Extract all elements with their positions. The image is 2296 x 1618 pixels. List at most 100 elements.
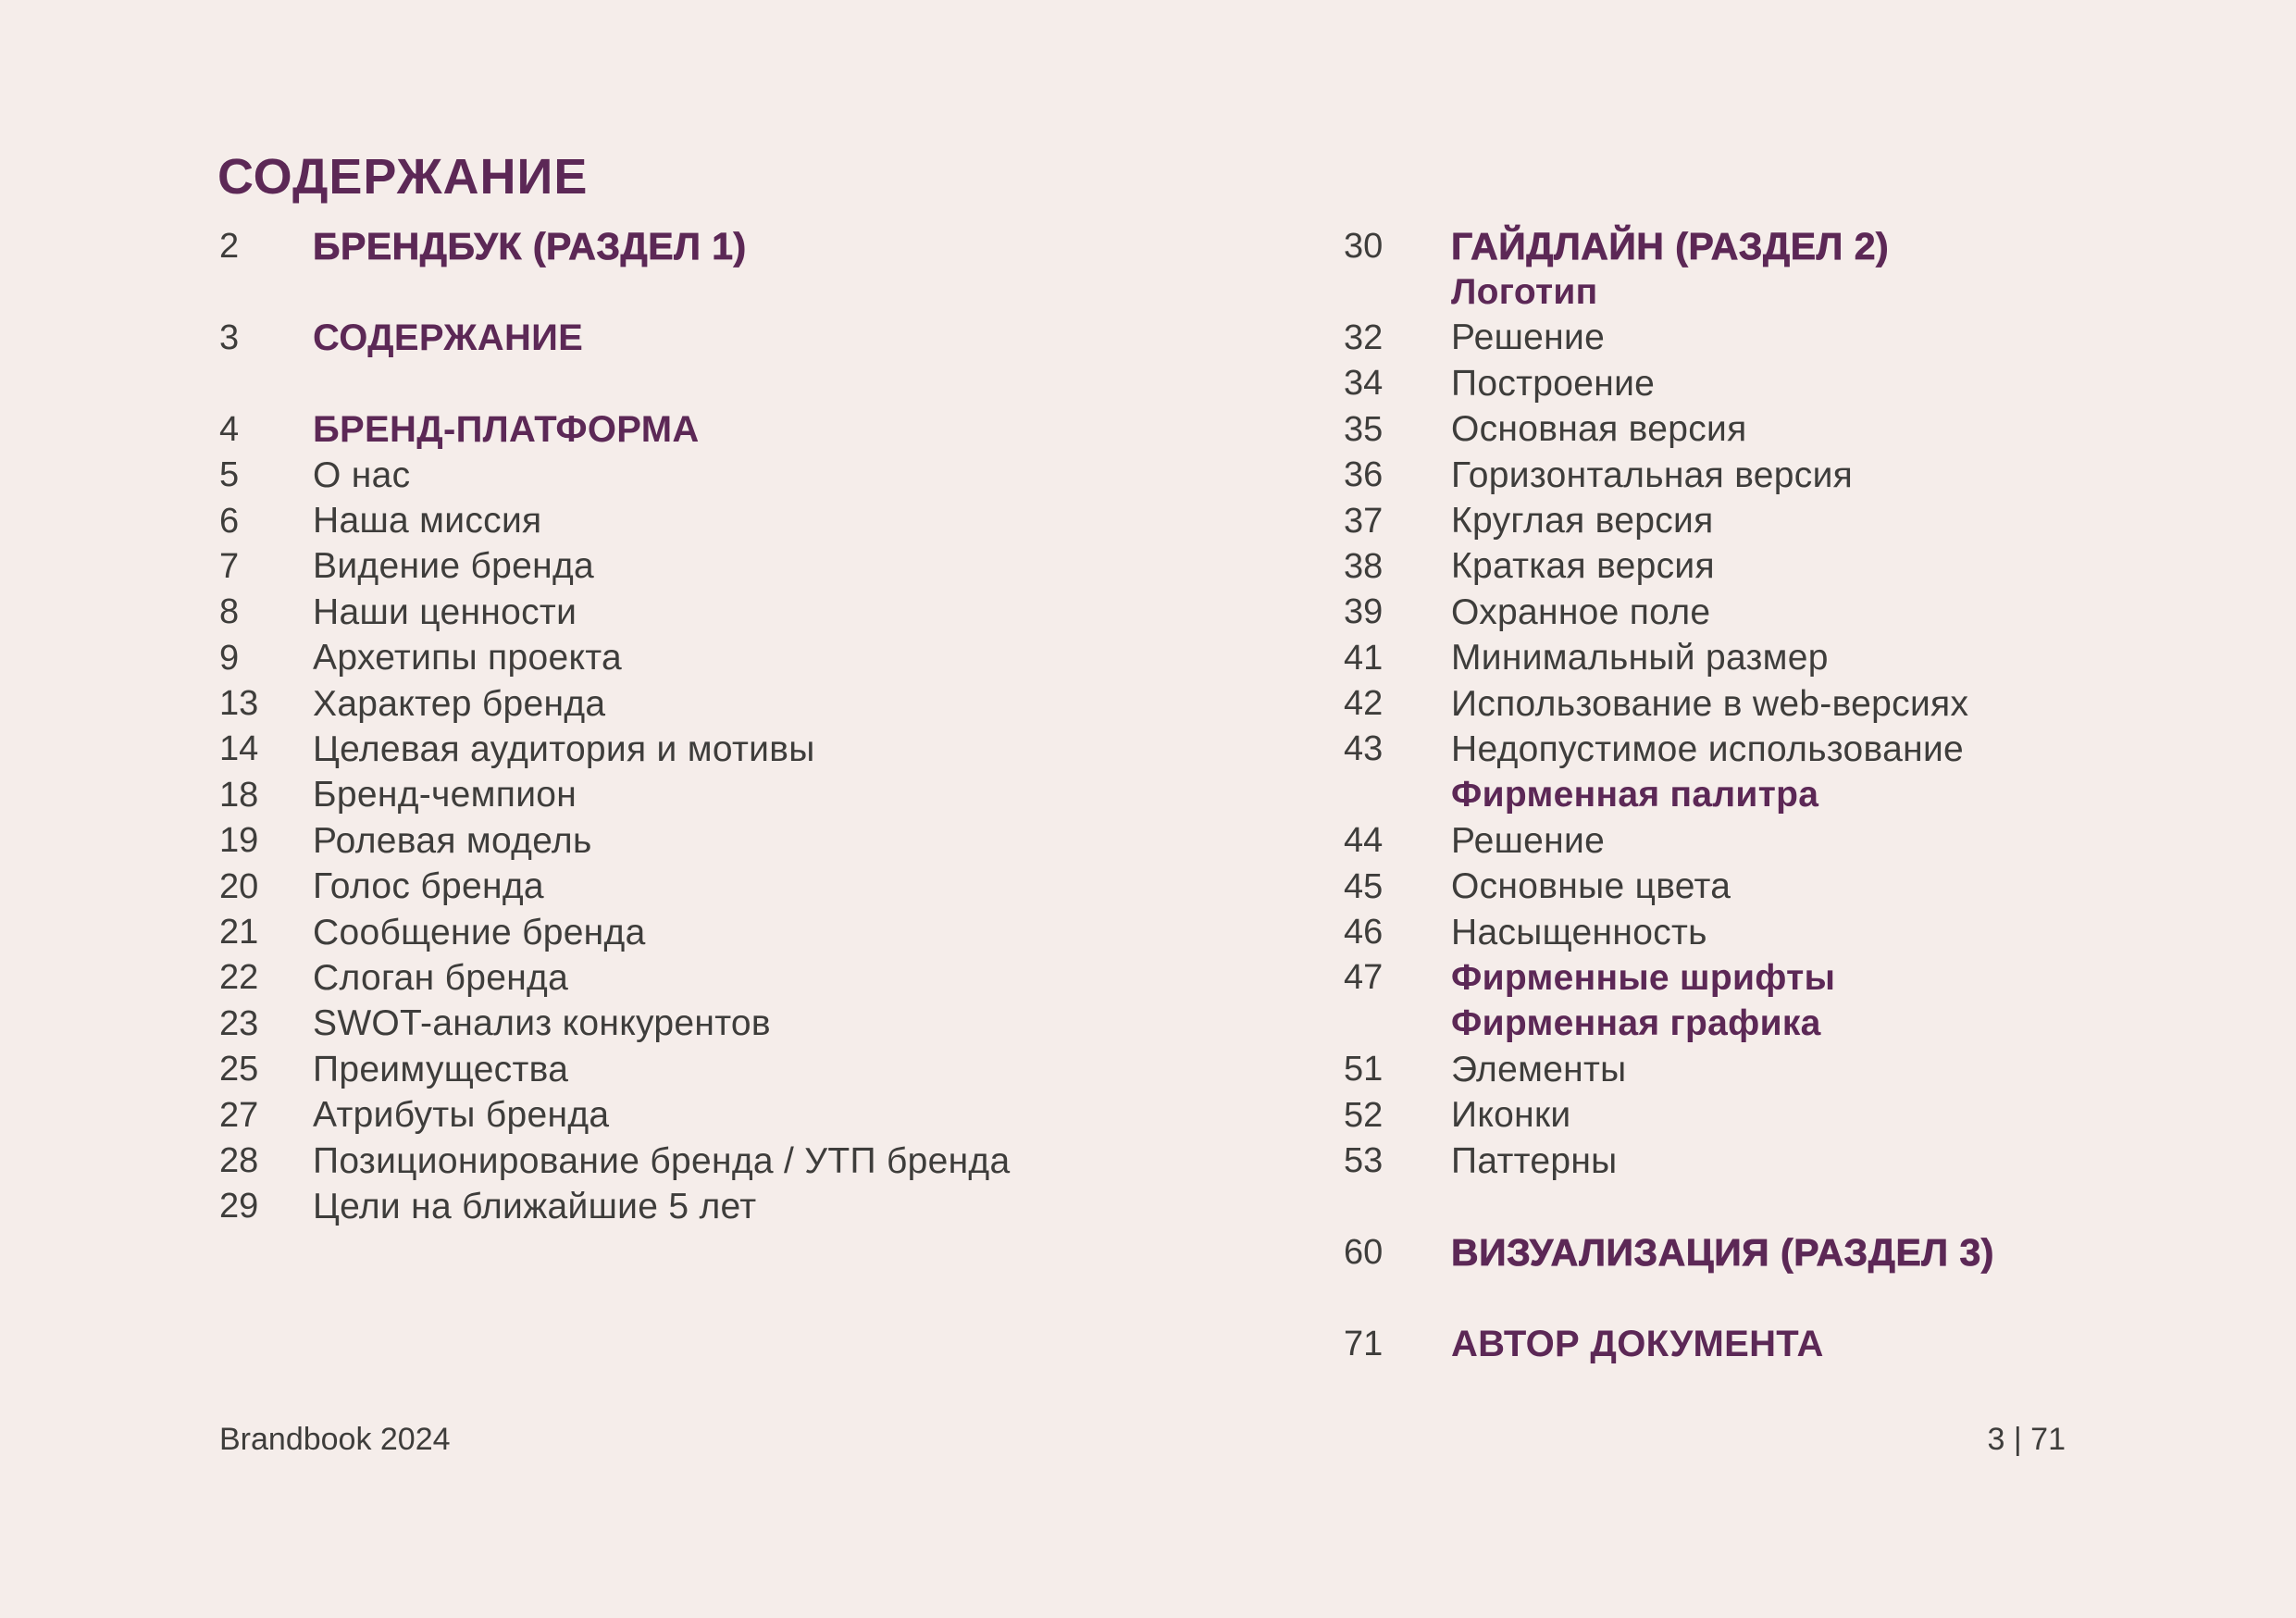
toc-row: 8 Наши ценности — [219, 590, 1284, 635]
toc-entry-label: Архетипы проекта — [313, 638, 622, 678]
toc-entry-label: Целевая аудитория и мотивы — [313, 728, 815, 769]
toc-page-number: 8 — [219, 592, 240, 632]
page-title: СОДЕРЖАНИЕ — [217, 149, 589, 205]
toc-entry-label: Основные цвета — [1451, 866, 1731, 907]
toc-page-number: 13 — [219, 684, 259, 724]
toc-entry-label: Характер бренда — [313, 683, 606, 724]
toc-page-number: 41 — [1344, 638, 1384, 678]
toc-page-number: 47 — [1344, 958, 1384, 998]
toc-entry-label: Голос бренда — [313, 866, 544, 907]
toc-row: 44 Решение — [1344, 818, 2269, 864]
toc-entry-label: Фирменная графика — [1451, 1003, 1821, 1044]
toc-entry-label: Позиционирование бренда / УТП бренда — [313, 1140, 1011, 1181]
toc-entry-label: Преимущества — [313, 1049, 569, 1089]
toc-page-number: 19 — [219, 821, 259, 861]
toc-page-number: 30 — [1344, 227, 1384, 267]
toc-entry-label: БРЕНД-ПЛАТФОРМА — [313, 408, 700, 450]
toc-row: 18 Бренд-чемпион — [219, 773, 1284, 818]
toc-page-number: 53 — [1344, 1141, 1384, 1180]
toc-entry-label: Логотип — [1451, 272, 1598, 313]
toc-row: 30 ГАЙДЛАЙН (РАЗДЕЛ 2) — [1344, 224, 2269, 269]
toc-entry-label: Ролевая модель — [313, 820, 592, 861]
toc-row: 38 Краткая версия — [1344, 544, 2269, 590]
toc-page-number: 52 — [1344, 1095, 1384, 1135]
toc-page-number: 46 — [1344, 913, 1384, 952]
toc-row: 3 СОДЕРЖАНИЕ — [219, 316, 1284, 361]
toc-spacer — [1344, 1276, 2269, 1321]
toc-page-number: 51 — [1344, 1050, 1384, 1089]
toc-entry-label: SWOT-анализ конкурентов — [313, 1003, 771, 1044]
toc-row: 46 Насыщенность — [1344, 910, 2269, 955]
toc-row: 39 Охранное поле — [1344, 590, 2269, 635]
toc-entry-label: Элементы — [1451, 1049, 1627, 1089]
footer-document-name: Brandbook 2024 — [219, 1422, 451, 1457]
toc-entry-label: Основная версия — [1451, 409, 1747, 450]
toc-page-number: 27 — [219, 1095, 259, 1135]
toc-page-number: 22 — [219, 958, 259, 998]
toc-entry-label: Горизонтальная версия — [1451, 454, 1854, 495]
toc-row: 7 Видение бренда — [219, 544, 1284, 590]
toc-entry-label: Цели на ближайшие 5 лет — [313, 1186, 757, 1226]
toc-page-number: 38 — [1344, 546, 1384, 586]
toc-entry-label: Наша миссия — [313, 501, 542, 541]
toc-entry-label: Недопустимое использование — [1451, 728, 1965, 769]
toc-entry-label: АВТОР ДОКУМЕНТА — [1451, 1323, 1824, 1364]
toc-row: 45 Основные цвета — [1344, 864, 2269, 909]
toc-page-number: 4 — [219, 409, 240, 449]
toc-row: 5 О нас — [219, 453, 1284, 498]
toc-page-number: 32 — [1344, 317, 1384, 357]
toc-page-number: 43 — [1344, 729, 1384, 769]
toc-entry-label: Решение — [1451, 317, 1606, 358]
toc-entry-label: Видение бренда — [313, 546, 594, 587]
toc-entry-label: Круглая версия — [1451, 501, 1714, 541]
toc-page-number: 23 — [219, 1003, 259, 1043]
toc-row: 23 SWOT-анализ конкурентов — [219, 1002, 1284, 1047]
toc-page-number: 29 — [219, 1187, 259, 1226]
toc-row: 22 Слоган бренда — [219, 955, 1284, 1001]
toc-entry-label: Иконки — [1451, 1095, 1571, 1136]
toc-row: 2 БРЕНДБУК (РАЗДЕЛ 1) — [219, 224, 1284, 269]
toc-page-number: 44 — [1344, 821, 1384, 861]
footer-page-indicator: 3 | 71 — [1987, 1422, 2066, 1457]
toc-row: 29 Цели на ближайшие 5 лет — [219, 1184, 1284, 1229]
toc-page-number: 42 — [1344, 684, 1384, 724]
toc-entry-label: Минимальный размер — [1451, 638, 1829, 678]
toc-row: 71 АВТОР ДОКУМЕНТА — [1344, 1321, 2269, 1366]
toc-page-number: 6 — [219, 501, 240, 541]
toc-entry-label: Использование в web-версиях — [1451, 683, 1969, 724]
toc-spacer — [219, 269, 1284, 315]
toc-row: 34 Построение — [1344, 361, 2269, 406]
toc-row: 51 Элементы — [1344, 1047, 2269, 1092]
toc-row: 28 Позиционирование бренда / УТП бренда — [219, 1139, 1284, 1184]
toc-row: 19 Ролевая модель — [219, 818, 1284, 864]
toc-row: 9 Архетипы проекта — [219, 636, 1284, 681]
toc-page-number: 9 — [219, 638, 240, 678]
toc-page-number: 3 — [219, 317, 240, 357]
toc-spacer — [1344, 1184, 2269, 1229]
toc-page-number: 21 — [219, 913, 259, 952]
toc-entry-label: Решение — [1451, 820, 1606, 861]
toc-entry-label: ВИЗУАЛИЗАЦИЯ (РАЗДЕЛ 3) — [1451, 1230, 1994, 1274]
toc-row: 60 ВИЗУАЛИЗАЦИЯ (РАЗДЕЛ 3) — [1344, 1230, 2269, 1276]
toc-page-number: 60 — [1344, 1232, 1384, 1272]
toc-row: 32 Решение — [1344, 316, 2269, 361]
toc-entry-label: Слоган бренда — [313, 957, 569, 998]
toc-column-left: 2 БРЕНДБУК (РАЗДЕЛ 1) 3 СОДЕРЖАНИЕ 4 БРЕНД-ПЛ… — [219, 224, 1284, 1230]
toc-row: 37 Круглая версия — [1344, 498, 2269, 543]
toc-page-number: 20 — [219, 866, 259, 906]
toc-row: 20 Голос бренда — [219, 864, 1284, 909]
toc-page-number: 45 — [1344, 866, 1384, 906]
toc-row: 53 Паттерны — [1344, 1139, 2269, 1184]
toc-entry-label: Насыщенность — [1451, 912, 1707, 952]
toc-row: 21 Сообщение бренда — [219, 910, 1284, 955]
toc-entry-label: ГАЙДЛАЙН (РАЗДЕЛ 2) — [1451, 225, 1890, 268]
toc-row: 27 Атрибуты бренда — [219, 1092, 1284, 1138]
toc-page-number: 2 — [219, 227, 240, 267]
toc-page-number: 34 — [1344, 364, 1384, 404]
toc-row: 14 Целевая аудитория и мотивы — [219, 727, 1284, 772]
toc-spacer — [219, 361, 1284, 406]
toc-row: 25 Преимущества — [219, 1047, 1284, 1092]
toc-entry-label: О нас — [313, 454, 411, 495]
toc-entry-label: Паттерны — [1451, 1140, 1618, 1181]
toc-page-number: 36 — [1344, 455, 1384, 495]
